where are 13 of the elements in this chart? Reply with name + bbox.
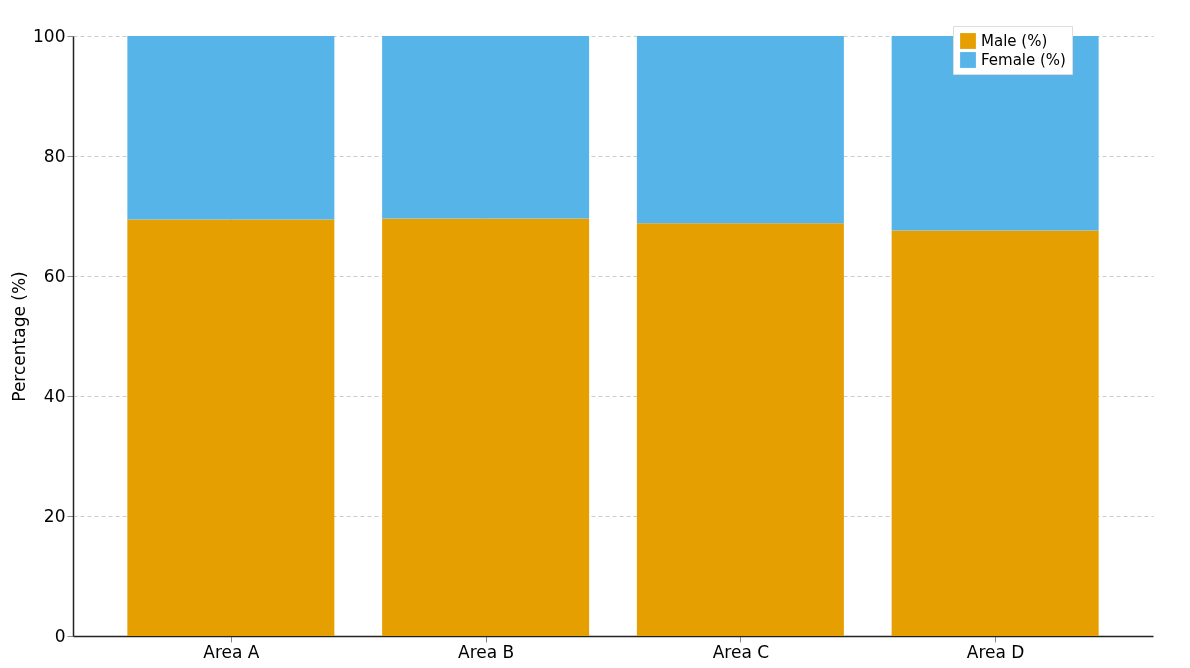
y-axis-title: Percentage (%) — [9, 271, 30, 402]
y-tick-label: 0 — [54, 625, 66, 646]
y-tick-label: 60 — [43, 265, 66, 286]
x-tick-label: Area B — [458, 641, 515, 662]
legend-label: Female (%) — [981, 51, 1066, 69]
y-tick-label: 20 — [43, 505, 66, 526]
y-tick-label: 40 — [43, 385, 66, 406]
x-tick-label: Area D — [966, 641, 1025, 662]
legend-label: Male (%) — [981, 32, 1048, 50]
y-tick-label: 80 — [43, 145, 66, 166]
y-tick-label: 100 — [33, 25, 66, 46]
x-tick-label: Area C — [712, 641, 770, 662]
x-tick-label: Area A — [203, 641, 260, 662]
